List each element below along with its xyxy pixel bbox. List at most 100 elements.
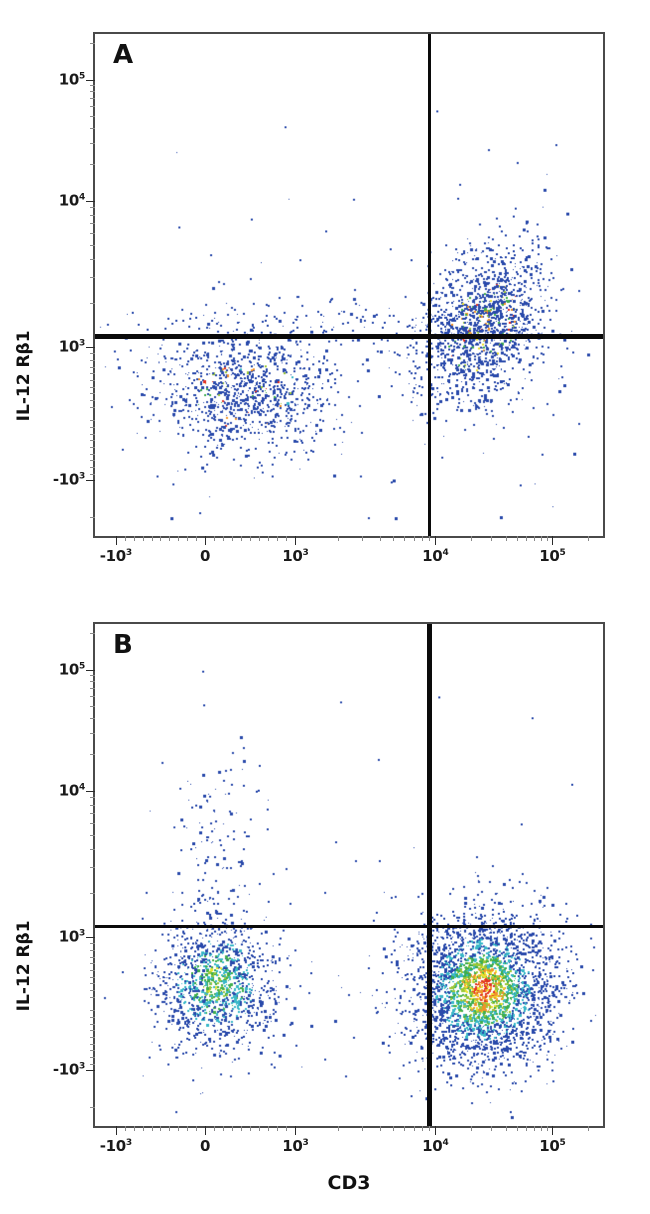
x-axis-major-tick <box>552 1126 554 1135</box>
y-axis-minor-tick <box>90 797 95 799</box>
y-axis-minor-tick <box>90 956 95 958</box>
scatter-canvas-panel-a <box>95 34 603 536</box>
x-axis-minor-tick <box>268 1126 270 1131</box>
x-axis-tick-label: -103 <box>99 1137 132 1155</box>
y-axis-minor-tick <box>90 1063 95 1065</box>
x-axis-minor-tick <box>187 1126 189 1131</box>
y-axis-major-tick <box>86 79 95 81</box>
x-axis-major-tick <box>552 536 554 545</box>
y-axis-minor-tick <box>90 373 95 375</box>
x-axis-tick-label: 0 <box>200 1137 211 1155</box>
x-axis-minor-tick <box>196 536 198 541</box>
y-axis-major-tick <box>86 346 95 348</box>
y-axis-minor-tick <box>90 406 95 408</box>
y-axis-minor-tick <box>90 420 95 422</box>
y-axis-minor-tick <box>90 353 95 355</box>
y-axis-minor-tick <box>90 116 95 118</box>
x-axis-minor-tick <box>124 1126 126 1131</box>
x-axis-minor-tick <box>428 1126 430 1131</box>
y-axis-tick-label: 103 <box>58 337 86 356</box>
x-axis-title: CD3 <box>327 1172 371 1194</box>
x-axis-tick-label: 0 <box>200 547 211 565</box>
y-axis-minor-tick <box>90 127 95 129</box>
x-axis-minor-tick <box>277 536 279 541</box>
y-axis-minor-tick <box>90 433 95 435</box>
quadrant-gate-horizontal-a <box>95 334 603 340</box>
y-axis-major-tick <box>86 200 95 202</box>
y-axis-minor-tick <box>90 717 95 719</box>
y-axis-minor-tick <box>90 1030 95 1032</box>
y-axis-minor-tick <box>90 43 95 45</box>
x-axis-minor-tick <box>151 536 153 541</box>
y-axis-minor-tick <box>90 681 95 683</box>
x-axis-major-tick <box>205 1126 207 1135</box>
y-axis-minor-tick <box>90 214 95 216</box>
y-axis-tick-label: 104 <box>58 191 86 210</box>
y-axis-minor-tick <box>90 223 95 225</box>
y-axis-minor-tick <box>90 400 95 402</box>
x-axis-minor-tick <box>142 1126 144 1131</box>
y-axis-minor-tick <box>90 393 95 395</box>
x-axis-minor-tick <box>413 1126 415 1131</box>
x-axis-minor-tick <box>517 1126 519 1131</box>
y-axis-minor-tick <box>90 85 95 87</box>
x-axis-minor-tick <box>470 536 472 541</box>
y-axis-minor-tick <box>90 990 95 992</box>
y-axis-minor-tick <box>90 440 95 442</box>
x-axis-minor-tick <box>337 1126 339 1131</box>
x-axis-minor-tick <box>526 536 528 541</box>
y-axis-minor-tick <box>90 834 95 836</box>
y-axis-minor-tick <box>90 1106 95 1108</box>
x-axis-tick-label: 103 <box>282 1137 309 1155</box>
x-axis-minor-tick <box>547 536 549 541</box>
x-axis-major-tick <box>115 536 117 545</box>
y-axis-tick-label: 105 <box>58 70 86 89</box>
y-axis-minor-tick <box>90 813 95 815</box>
y-axis-tick-label: -103 <box>52 1060 85 1079</box>
x-axis-minor-tick <box>241 1126 243 1131</box>
x-axis-tick-label: 104 <box>422 1137 449 1155</box>
y-axis-minor-tick <box>90 1050 95 1052</box>
y-axis-minor-tick <box>90 732 95 734</box>
x-axis-minor-tick <box>534 536 536 541</box>
y-axis-minor-tick <box>90 696 95 698</box>
y-axis-minor-tick <box>90 244 95 246</box>
x-axis-minor-tick <box>169 1126 171 1131</box>
y-axis-minor-tick <box>90 426 95 428</box>
y-axis-minor-tick <box>90 516 95 518</box>
x-axis-minor-tick <box>505 536 507 541</box>
y-axis-minor-tick <box>90 467 95 469</box>
x-axis-minor-tick <box>421 1126 423 1131</box>
y-axis-minor-tick <box>90 302 95 304</box>
x-axis-minor-tick <box>223 1126 225 1131</box>
x-axis-minor-tick <box>196 1126 198 1131</box>
panel-label-b: B <box>113 630 133 660</box>
x-axis-minor-tick <box>404 1126 406 1131</box>
x-axis-minor-tick <box>491 536 493 541</box>
x-axis-minor-tick <box>413 536 415 541</box>
x-axis-minor-tick <box>214 1126 216 1131</box>
x-axis-minor-tick <box>124 536 126 541</box>
x-axis-minor-tick <box>286 1126 288 1131</box>
y-axis-major-tick <box>86 790 95 792</box>
x-axis-minor-tick <box>232 1126 234 1131</box>
y-axis-minor-tick <box>90 460 95 462</box>
y-axis-minor-tick <box>90 276 95 278</box>
x-axis-minor-tick <box>404 536 406 541</box>
x-axis-minor-tick <box>379 1126 381 1131</box>
x-axis-tick-label: 104 <box>422 547 449 565</box>
y-axis-tick-label: -103 <box>52 470 85 489</box>
x-axis-major-tick <box>205 536 207 545</box>
y-axis-minor-tick <box>90 633 95 635</box>
y-axis-minor-tick <box>90 823 95 825</box>
y-axis-tick-label: 103 <box>58 927 86 946</box>
x-axis-minor-tick <box>526 1126 528 1131</box>
y-axis-minor-tick <box>90 848 95 850</box>
y-axis-minor-tick <box>90 446 95 448</box>
x-axis-tick-label: 105 <box>539 547 566 565</box>
x-axis-minor-tick <box>223 536 225 541</box>
x-axis-minor-tick <box>187 536 189 541</box>
x-axis-minor-tick <box>547 1126 549 1131</box>
y-axis-minor-tick <box>90 983 95 985</box>
